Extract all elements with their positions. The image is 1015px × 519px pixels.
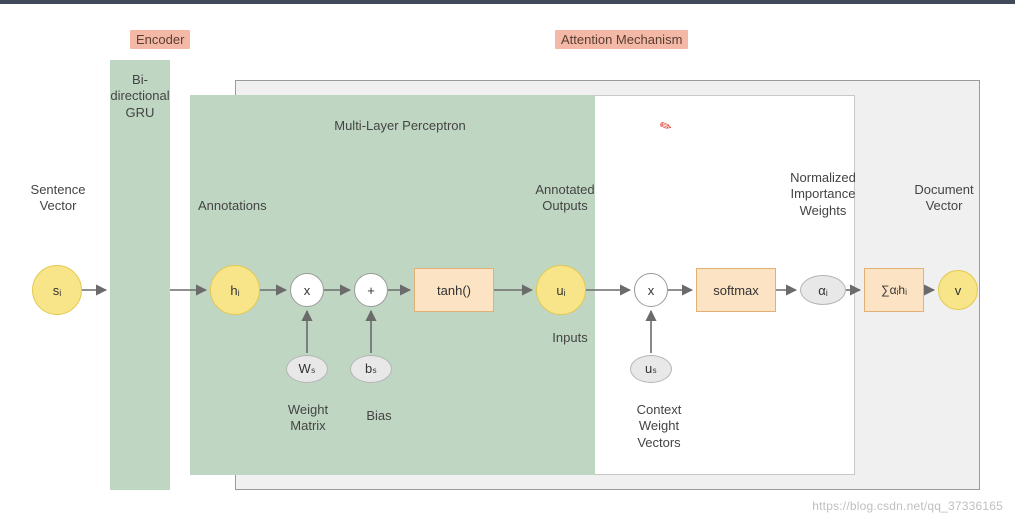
weight-matrix-label: Weight Matrix — [278, 402, 338, 435]
node-us: uₛ — [630, 355, 672, 383]
top-bar — [0, 0, 1015, 4]
normalized-weights-label: Normalized Importance Weights — [778, 170, 868, 219]
node-s: sᵢ — [32, 265, 82, 315]
bi-gru-label: Bi- directional GRU — [108, 72, 172, 121]
node-x1: x — [290, 273, 324, 307]
node-bs: bₛ — [350, 355, 392, 383]
node-tanh: tanh() — [414, 268, 494, 312]
bias-label: Bias — [354, 408, 404, 424]
attention-tag: Attention Mechanism — [555, 30, 688, 49]
node-sum: ∑αᵢhᵢ — [864, 268, 924, 312]
node-ws: Wₛ — [286, 355, 328, 383]
node-u: uᵢ — [536, 265, 586, 315]
node-h: hᵢ — [210, 265, 260, 315]
node-x2: x — [634, 273, 668, 307]
encoder-tag: Encoder — [130, 30, 190, 49]
node-v: v — [938, 270, 978, 310]
sentence-vector-label: Sentence Vector — [18, 182, 98, 215]
node-plus: + — [354, 273, 388, 307]
diagram-canvas: Encoder Attention Mechanism Sentence Vec… — [0, 0, 1015, 519]
node-alpha: αᵢ — [800, 275, 846, 305]
annotations-label: Annotations — [198, 198, 298, 214]
node-softmax: softmax — [696, 268, 776, 312]
document-vector-label: Document Vector — [904, 182, 984, 215]
inputs-label: Inputs — [540, 330, 600, 346]
annotated-outputs-label: Annotated Outputs — [520, 182, 610, 215]
mlp-title-label: Multi-Layer Perceptron — [300, 118, 500, 134]
gru-box — [110, 60, 170, 490]
watermark-text: https://blog.csdn.net/qq_37336165 — [812, 499, 1003, 513]
context-vectors-label: Context Weight Vectors — [624, 402, 694, 451]
